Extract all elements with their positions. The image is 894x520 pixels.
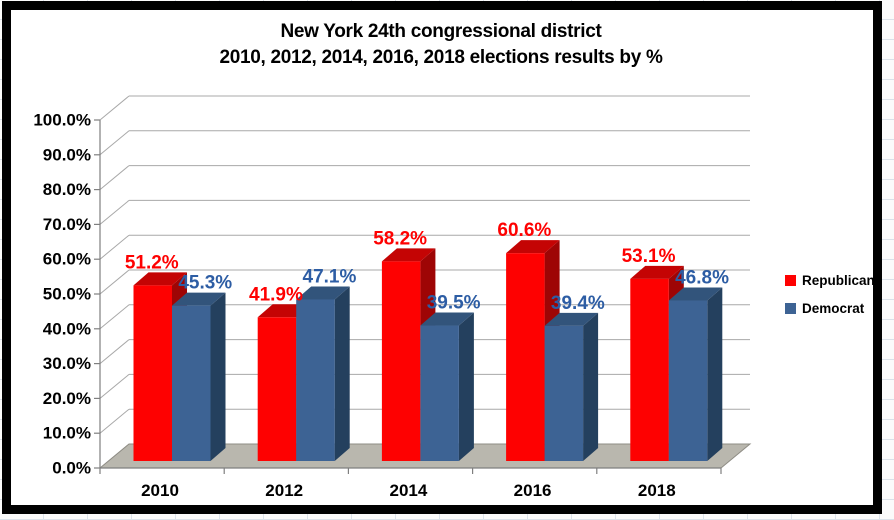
- legend: Republican Democrat: [785, 272, 875, 317]
- legend-swatch-democrat-icon: [785, 303, 796, 314]
- bar-side-democrat-2016: [583, 312, 599, 461]
- bar-top-democrat-2018: [668, 287, 723, 301]
- bar-side-democrat-2014: [458, 312, 474, 461]
- legend-label-republican: Republican: [802, 273, 875, 288]
- gridline-side: [99, 95, 130, 121]
- y-axis-label: 80.0%: [43, 180, 91, 199]
- bar-side-democrat-2010: [210, 292, 226, 461]
- data-label-republican-2016: 60.6%: [497, 220, 551, 241]
- chart-title-line2: 2010, 2012, 2014, 2016, 2018 elections r…: [219, 47, 663, 68]
- bar-side-democrat-2018: [707, 287, 723, 461]
- gridline-side: [99, 165, 130, 190]
- chart-title-line1: New York 24th congressional district: [280, 21, 602, 42]
- data-label-democrat-2016: 39.4%: [551, 293, 605, 314]
- bar-top-democrat-2010: [172, 292, 226, 306]
- y-axis-label: 0.0%: [52, 459, 91, 478]
- gridline-side: [99, 304, 130, 330]
- bar-top-republican-2018: [630, 265, 684, 279]
- bar-democrat-2014: [420, 325, 459, 461]
- bar-top-republican-2016: [506, 240, 560, 254]
- gridline-side: [99, 200, 130, 225]
- y-axis-label: 100.0%: [33, 111, 91, 130]
- category-label-2012: 2012: [265, 481, 303, 500]
- legend-item-democrat: Democrat: [785, 300, 875, 317]
- bar-republican-2018: [630, 278, 669, 461]
- gridline-side: [99, 130, 130, 156]
- bar-republican-2016: [506, 253, 545, 461]
- bar-top-democrat-2012: [296, 286, 350, 300]
- y-axis-label: 30.0%: [43, 354, 91, 373]
- category-label-2010: 2010: [141, 481, 179, 500]
- gridline-side: [99, 408, 130, 434]
- bar-democrat-2010: [172, 305, 211, 461]
- category-label-2014: 2014: [389, 481, 427, 500]
- y-axis-label: 10.0%: [43, 424, 91, 443]
- y-axis-label: 90.0%: [43, 145, 91, 164]
- bar-republican-2014: [381, 261, 421, 461]
- data-label-republican-2010: 51.2%: [125, 252, 179, 273]
- legend-item-republican: Republican: [785, 272, 875, 289]
- data-label-democrat-2018: 46.8%: [675, 267, 729, 288]
- legend-label-democrat: Democrat: [802, 301, 865, 316]
- bar-side-democrat-2012: [334, 286, 350, 461]
- data-label-democrat-2014: 39.5%: [427, 293, 481, 314]
- data-label-democrat-2012: 47.1%: [303, 266, 357, 287]
- gridline-side: [99, 374, 130, 399]
- bar-top-republican-2014: [381, 248, 436, 262]
- y-axis-label: 20.0%: [43, 389, 91, 408]
- bar-democrat-2018: [668, 300, 708, 461]
- chart-title: New York 24th congressional district 201…: [13, 19, 869, 71]
- y-axis-label: 50.0%: [43, 285, 91, 304]
- data-label-republican-2012: 41.9%: [249, 284, 303, 305]
- data-label-republican-2014: 58.2%: [373, 228, 427, 249]
- bar-top-republican-2010: [133, 272, 187, 286]
- data-label-republican-2018: 53.1%: [622, 246, 676, 267]
- legend-swatch-republican-icon: [785, 275, 796, 286]
- gridline-side: [99, 234, 130, 260]
- bar-top-democrat-2014: [420, 312, 474, 326]
- category-label-2016: 2016: [514, 481, 552, 500]
- bar-republican-2012: [257, 317, 297, 461]
- data-label-democrat-2010: 45.3%: [178, 273, 232, 294]
- category-label-2018: 2018: [638, 481, 676, 500]
- bar-democrat-2016: [544, 325, 584, 461]
- y-axis-label: 60.0%: [43, 250, 91, 269]
- bar-democrat-2012: [296, 299, 335, 461]
- bar-republican-2010: [133, 285, 172, 461]
- y-axis-label: 70.0%: [43, 215, 91, 234]
- y-axis-label: 40.0%: [43, 319, 91, 338]
- bar-top-democrat-2016: [544, 312, 599, 326]
- gridline-side: [99, 269, 130, 295]
- gridline-side: [99, 339, 130, 364]
